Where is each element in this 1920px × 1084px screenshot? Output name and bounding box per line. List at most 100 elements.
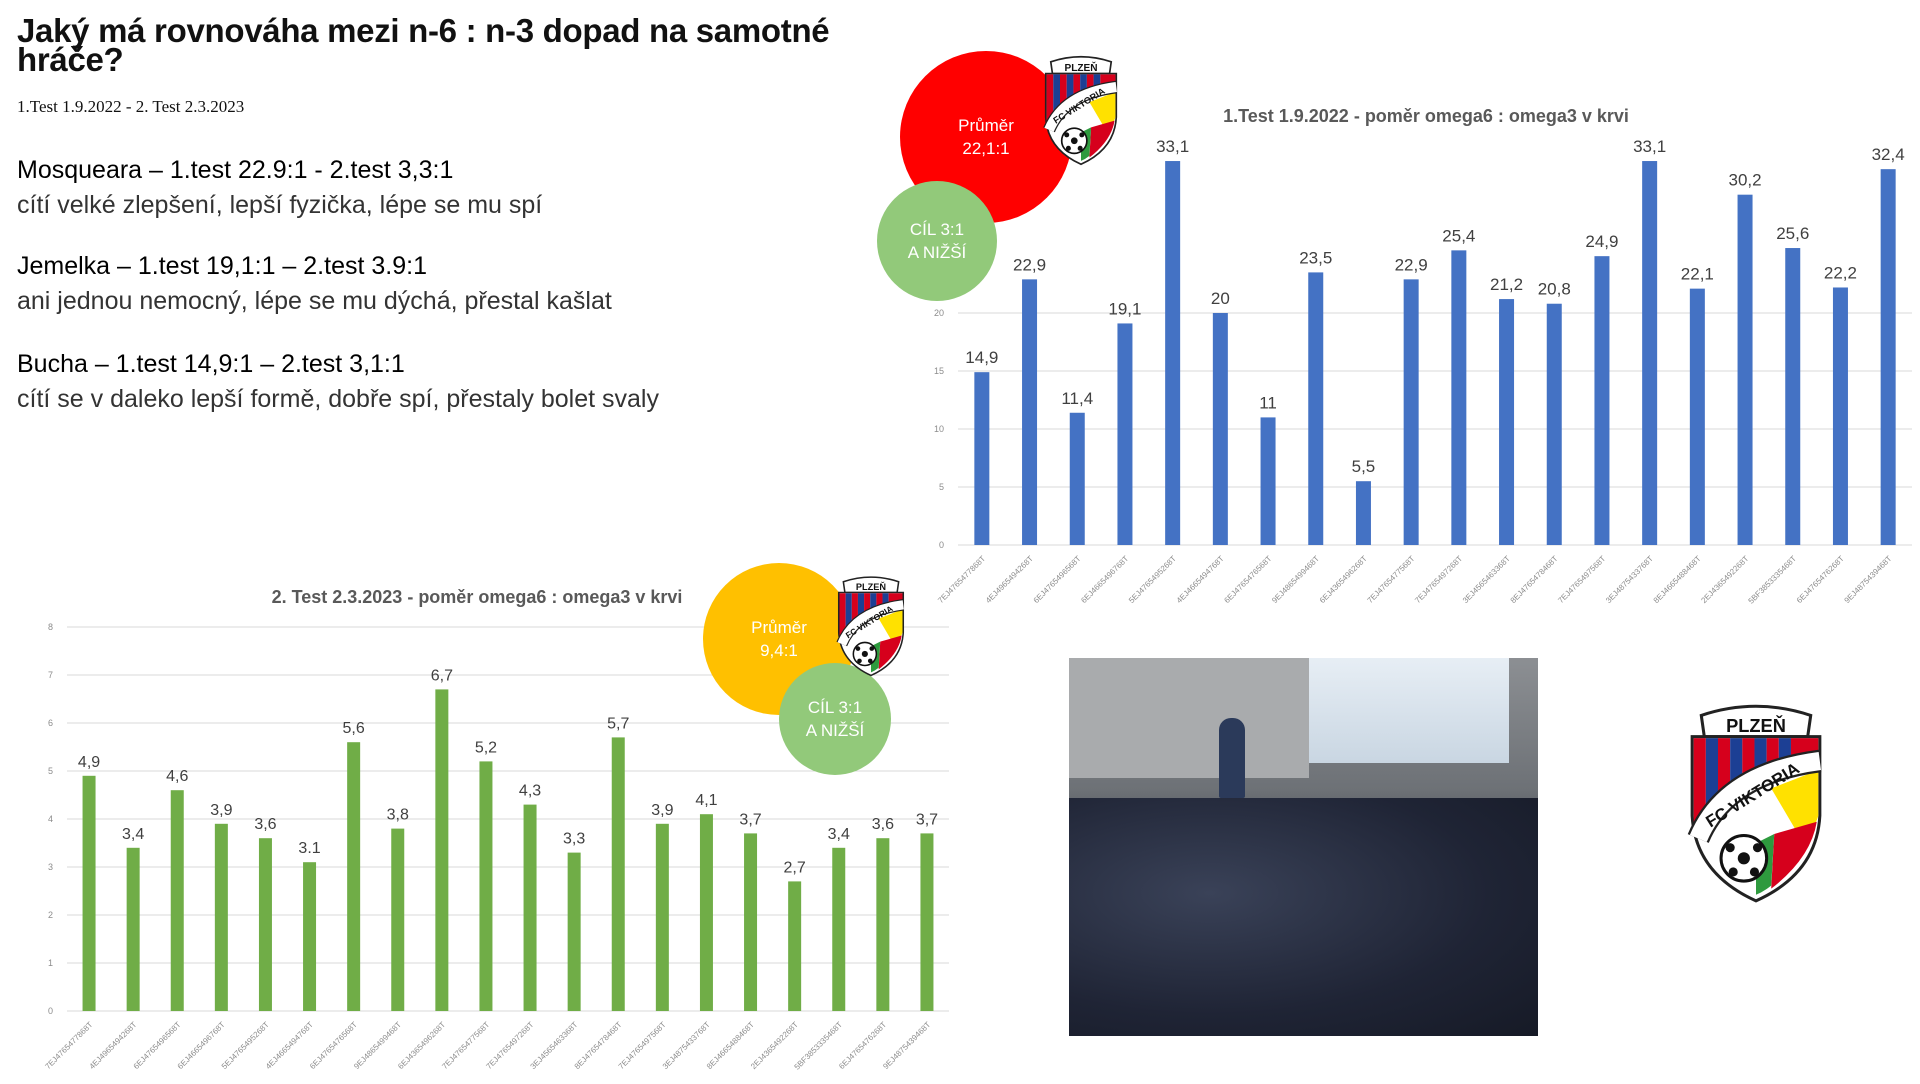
badge-line: A NIŽŠÍ <box>805 721 865 740</box>
data-label: 3,9 <box>210 802 232 819</box>
data-label: 20,8 <box>1538 280 1571 299</box>
note-heading: Mosqueara – 1.test 22.9:1 - 2.test 3,3:1 <box>17 156 454 184</box>
projector-screen <box>1309 658 1509 763</box>
x-tick-label: 3EJ4875433768T <box>1604 554 1655 605</box>
badge-line: A NIŽŠÍ <box>907 243 967 262</box>
data-label: 11,4 <box>1061 389 1093 408</box>
bar <box>1260 417 1276 545</box>
x-tick-label: 6EJ4765476568T <box>308 1020 359 1071</box>
data-label: 3,6 <box>254 816 276 833</box>
badge-value: 9,4:1 <box>760 641 798 660</box>
y-tick-label: 20 <box>934 308 944 318</box>
x-tick-label: 6EJ4365496268T <box>396 1020 447 1071</box>
x-tick-label: 7EJ4765497568T <box>617 1020 668 1071</box>
x-tick-label: 5BF3853335468T <box>793 1020 845 1072</box>
data-label: 25,6 <box>1776 224 1809 243</box>
x-tick-label: 3EJ4565463368T <box>1461 554 1512 605</box>
fc-viktoria-plzen-logo: PLZEŇ FC VIKTORIA <box>1043 55 1118 166</box>
bar <box>974 372 990 545</box>
bar <box>1499 299 1515 545</box>
bar <box>699 814 713 1011</box>
bar <box>347 742 361 1011</box>
svg-text:PLZEŇ: PLZEŇ <box>1064 61 1097 74</box>
bar <box>126 847 140 1011</box>
player-note-jemelka: Jemelka – 1.test 19,1:1 – 2.test 3.9:1 a… <box>17 249 612 319</box>
data-label: 5,5 <box>1352 457 1376 476</box>
bar <box>1308 272 1324 545</box>
data-label: 3,4 <box>828 826 850 843</box>
y-tick-label: 5 <box>48 766 53 776</box>
badge-value: 22,1:1 <box>962 139 1010 158</box>
y-tick-label: 2 <box>48 910 53 920</box>
y-tick-label: 15 <box>934 366 944 376</box>
badge-line: CÍL 3:1 <box>807 698 863 717</box>
x-tick-label: 3EJ4875433768T <box>661 1020 712 1071</box>
data-label: 20 <box>1211 289 1230 308</box>
data-label: 22,1 <box>1681 265 1714 284</box>
x-tick-label: 2EJ4365492268T <box>1699 554 1750 605</box>
x-tick-label: 9EJ4865499468T <box>352 1020 403 1071</box>
bar <box>303 862 317 1011</box>
data-label: 3,7 <box>916 811 938 828</box>
bar <box>1737 194 1753 545</box>
x-tick-label: 7EJ4765477868T <box>43 1020 94 1071</box>
bar <box>788 881 802 1011</box>
svg-text:PLZEŇ: PLZEŇ <box>856 581 887 592</box>
bar <box>1022 279 1038 545</box>
bar <box>920 833 934 1011</box>
bar <box>1117 323 1133 545</box>
x-tick-label: 5BF3853335468T <box>1747 554 1799 606</box>
y-tick-label: 6 <box>48 718 53 728</box>
x-tick-label: 7EJ4765477568T <box>440 1020 491 1071</box>
data-label: 6,7 <box>431 667 453 684</box>
x-tick-label: 9EJ4875439468T <box>1843 554 1894 605</box>
y-tick-label: 0 <box>48 1006 53 1016</box>
bar <box>258 838 272 1011</box>
data-label: 19,1 <box>1108 299 1141 318</box>
bar <box>1880 169 1896 545</box>
x-tick-label: 9EJ4865499468T <box>1270 554 1321 605</box>
note-description: cítí velké zlepšení, lepší fyzička, lépe… <box>17 191 543 219</box>
y-tick-label: 3 <box>48 862 53 872</box>
bar <box>1546 303 1562 545</box>
x-tick-label: 6EJ4765476268T <box>837 1020 888 1071</box>
data-label: 4,3 <box>519 783 541 800</box>
x-tick-label: 7EJ4765497268T <box>484 1020 535 1071</box>
bar <box>479 761 493 1011</box>
data-label: 3,8 <box>387 807 409 824</box>
x-tick-label: 9EJ4875439468T <box>881 1020 932 1071</box>
fc-viktoria-plzen-logo: PLZEŇ FC VIKTORIA <box>836 576 905 677</box>
svg-text:PLZEŇ: PLZEŇ <box>1726 715 1786 736</box>
x-tick-label: 6EJ4665496768T <box>176 1020 227 1071</box>
bar <box>391 828 405 1011</box>
data-label: 3,7 <box>739 811 761 828</box>
data-label: 4,1 <box>695 792 717 809</box>
data-label: 5,2 <box>475 739 497 756</box>
note-heading: Jemelka – 1.test 19,1:1 – 2.test 3.9:1 <box>17 252 427 280</box>
x-tick-label: 2EJ4365492268T <box>749 1020 800 1071</box>
data-label: 11 <box>1259 393 1277 412</box>
bar <box>1785 248 1801 546</box>
data-label: 4,9 <box>78 754 100 771</box>
data-label: 5,7 <box>607 715 629 732</box>
bar <box>611 737 625 1011</box>
x-tick-label: 4EJ4665494768T <box>1175 554 1226 605</box>
player-note-bucha: Bucha – 1.test 14,9:1 – 2.test 3,1:1 cít… <box>17 347 659 417</box>
x-tick-label: 8EJ4765478468T <box>573 1020 624 1071</box>
x-tick-label: 4EJ4965494268T <box>88 1020 139 1071</box>
player-note-mosqueara: Mosqueara – 1.test 22.9:1 - 2.test 3,3:1… <box>17 153 542 223</box>
data-label: 21,2 <box>1490 275 1523 294</box>
y-tick-label: 10 <box>934 424 944 434</box>
fc-viktoria-plzen-logo: PLZEŇ FC VIKTORIA <box>1687 704 1822 903</box>
badge-line: Průměr <box>751 618 807 637</box>
x-tick-label: 6EJ4665496768T <box>1079 554 1130 605</box>
bar <box>82 775 96 1011</box>
bar <box>170 790 184 1011</box>
bar <box>523 804 537 1011</box>
test1-bar-chart: 1.Test 1.9.2022 - poměr omega6 : omega3 … <box>934 106 1912 606</box>
slide-subtitle: 1.Test 1.9.2022 - 2. Test 2.3.2023 <box>17 97 245 116</box>
x-tick-label: 5EJ4765495268T <box>1127 554 1178 605</box>
bar <box>876 838 890 1011</box>
note-description: cítí se v daleko lepší formě, dobře spí,… <box>17 385 659 413</box>
data-label: 22,2 <box>1824 263 1857 282</box>
